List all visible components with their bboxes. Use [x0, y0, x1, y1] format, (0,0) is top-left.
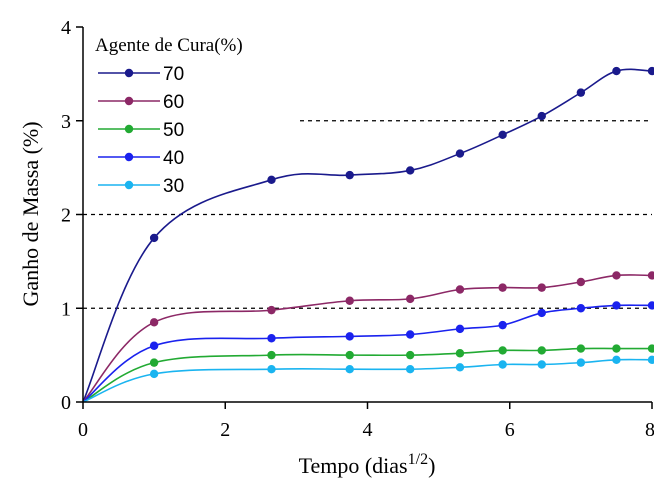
legend-entry-60: 60 — [98, 92, 184, 113]
legend-swatch-marker-50 — [124, 124, 134, 134]
data-point-70-4 — [405, 166, 415, 175]
x-tick-label-0: 0 — [78, 419, 88, 441]
data-point-70-1 — [149, 233, 159, 243]
legend-entry-40: 40 — [98, 148, 184, 169]
series-layer — [82, 66, 654, 403]
data-point-70-9 — [612, 66, 621, 76]
y-tick-label-3: 3 — [61, 111, 71, 133]
series-60 — [82, 271, 654, 403]
data-point-40-7 — [537, 308, 546, 318]
legend-label-50: 50 — [163, 120, 184, 141]
series-70 — [82, 66, 654, 403]
data-point-50-2 — [267, 350, 276, 360]
x-tick-label-6: 6 — [505, 419, 515, 441]
data-point-40-9 — [612, 301, 621, 310]
data-point-30-5 — [455, 363, 465, 372]
data-point-40-6 — [498, 320, 507, 330]
legend-swatch-marker-30 — [124, 180, 134, 190]
data-point-60-7 — [537, 283, 546, 292]
data-point-70-5 — [455, 149, 465, 158]
grid-lines — [83, 120, 652, 309]
data-point-30-3 — [345, 364, 354, 374]
data-point-50-6 — [498, 346, 507, 355]
legend-label-60: 60 — [163, 92, 184, 113]
axes — [76, 26, 653, 409]
x-axis-title-suffix: ) — [428, 453, 435, 478]
data-point-50-5 — [455, 349, 465, 358]
data-point-60-1 — [149, 318, 159, 327]
data-point-40-4 — [405, 330, 415, 339]
x-axis-title-main: Tempo (dias — [299, 453, 408, 478]
x-tick-label-8: 8 — [645, 419, 654, 441]
y-tick-label-2: 2 — [61, 205, 71, 227]
data-point-60-9 — [612, 271, 621, 280]
data-point-60-6 — [498, 283, 507, 292]
x-tick-label-2: 2 — [220, 419, 230, 441]
legend-swatch-marker-40 — [124, 152, 134, 162]
data-point-60-3 — [345, 296, 354, 305]
data-point-50-7 — [537, 346, 546, 355]
data-point-40-5 — [455, 324, 465, 334]
data-point-50-3 — [345, 350, 354, 360]
data-point-60-4 — [405, 294, 415, 304]
data-point-30-9 — [612, 355, 621, 365]
data-point-50-4 — [405, 350, 415, 360]
data-point-50-10 — [647, 344, 654, 353]
data-point-30-2 — [267, 364, 276, 374]
data-point-70-2 — [267, 175, 276, 185]
data-point-60-2 — [267, 305, 276, 315]
y-axis-title: Ganho de Massa (%) — [18, 121, 43, 306]
legend-swatch-marker-70 — [124, 68, 134, 78]
legend-entry-70: 70 — [98, 64, 184, 85]
data-point-70-10 — [647, 66, 654, 76]
legend-entry-30: 30 — [98, 176, 184, 197]
y-tick-label-1: 1 — [61, 298, 71, 320]
y-tick-label-4: 4 — [61, 17, 71, 39]
y-tick-label-0: 0 — [61, 392, 71, 414]
series-40 — [82, 301, 654, 403]
data-point-50-1 — [149, 358, 159, 367]
x-axis-title: Tempo (dias1/2) — [299, 451, 436, 478]
data-point-30-7 — [537, 360, 546, 369]
data-point-30-6 — [498, 360, 507, 369]
legend: Agente de Cura(%) 70 60 50 40 30 — [95, 35, 243, 197]
series-30 — [82, 355, 654, 403]
data-point-60-8 — [576, 277, 586, 287]
data-point-60-5 — [455, 285, 465, 294]
data-point-30-10 — [647, 355, 654, 365]
data-point-40-1 — [149, 341, 159, 350]
data-point-70-3 — [345, 170, 354, 180]
series-line-40 — [82, 304, 653, 403]
legend-label-40: 40 — [163, 148, 184, 169]
legend-swatch-marker-60 — [124, 96, 134, 106]
series-50 — [82, 344, 654, 403]
data-point-30-1 — [149, 369, 159, 379]
legend-label-30: 30 — [163, 176, 184, 197]
x-axis-title-superscript: 1/2 — [408, 451, 428, 468]
data-point-60-10 — [647, 271, 654, 280]
data-point-70-8 — [576, 88, 586, 97]
data-point-50-9 — [612, 344, 621, 353]
data-point-40-3 — [345, 332, 354, 341]
legend-label-70: 70 — [163, 64, 184, 85]
series-line-50 — [82, 347, 652, 403]
data-point-30-4 — [405, 364, 415, 374]
legend-title: Agente de Cura(%) — [95, 35, 243, 56]
data-point-70-6 — [498, 130, 507, 140]
series-line-60 — [82, 274, 653, 403]
data-point-70-7 — [537, 111, 546, 121]
data-point-40-2 — [267, 334, 276, 343]
legend-entry-50: 50 — [98, 120, 184, 141]
series-line-30 — [82, 358, 653, 403]
data-point-30-8 — [576, 358, 586, 367]
data-point-40-10 — [647, 301, 654, 310]
data-point-40-8 — [576, 304, 586, 313]
data-point-50-8 — [576, 344, 586, 353]
x-tick-label-4: 4 — [363, 419, 373, 441]
